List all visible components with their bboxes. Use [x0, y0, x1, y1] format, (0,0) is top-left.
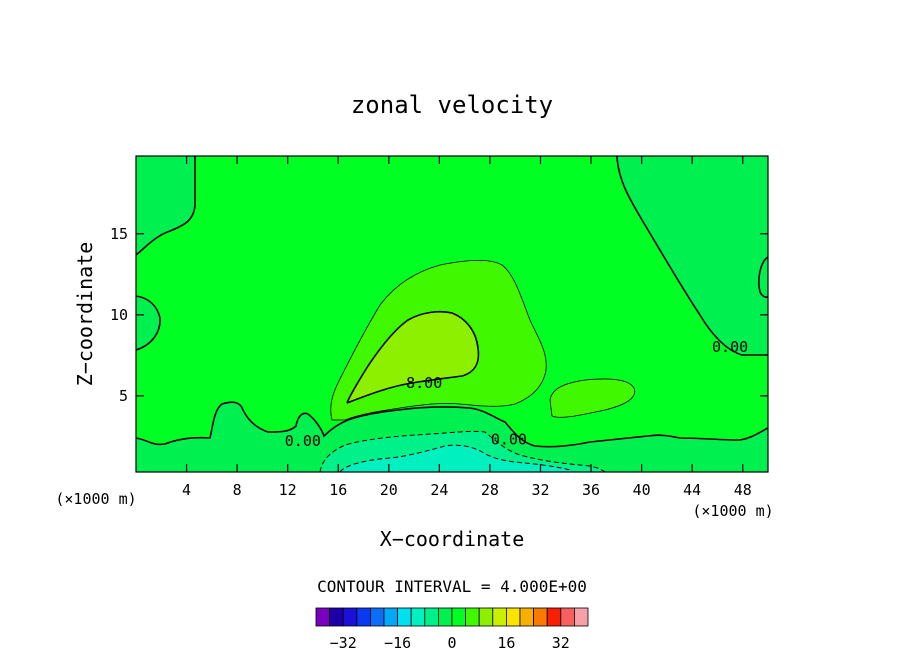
y-axis-label: Z−coordinate	[73, 242, 97, 387]
colorbar-swatch	[397, 607, 412, 627]
chart-title: zonal velocity	[351, 91, 553, 119]
x-axis-label: X−coordinate	[380, 527, 525, 551]
contour-zero-top-right	[616, 156, 768, 356]
positive-region-plus4-right	[550, 378, 635, 418]
x-tick-label: 28	[481, 481, 499, 499]
plot-area: 0.00 8.00 0.00 0.00	[136, 156, 768, 472]
x-tick-label: 44	[683, 481, 701, 499]
colorbar-swatch	[519, 607, 535, 627]
colorbar-swatch	[574, 607, 589, 627]
colorbar-swatch	[492, 607, 507, 627]
contour-label: 8.00	[406, 374, 442, 392]
colorbar-swatch	[424, 607, 439, 627]
contour-eight	[346, 310, 480, 404]
y-axis: 5 10 15	[110, 225, 768, 405]
x-tick-label: 8	[233, 481, 242, 499]
colorbar-tick-label: 32	[552, 634, 570, 652]
contour-minus-four	[319, 430, 606, 472]
x-unit-left: (×1000 m)	[55, 490, 136, 508]
contour-label: 0.00	[712, 338, 748, 356]
contour-four	[330, 260, 547, 421]
colorbar-swatch	[546, 607, 562, 627]
colorbar-swatch	[478, 607, 494, 627]
colorbar-tick-label: −16	[384, 634, 411, 652]
colorbar-swatch	[533, 607, 548, 627]
x-tick-label: 36	[582, 481, 600, 499]
x-tick-label: 20	[380, 481, 398, 499]
x-axis: 4 8 12 16 20 24 28 32 36 40 44 48	[182, 156, 752, 499]
y-tick-label: 15	[110, 225, 128, 243]
colorbar-swatch	[329, 607, 344, 627]
contour-zero-top-left	[136, 156, 196, 256]
negative-patch-bottom-left	[200, 462, 312, 472]
negative-region-right-edge	[758, 257, 768, 298]
x-tick-label: 40	[633, 481, 651, 499]
colorbar-swatch	[410, 607, 426, 627]
contour-zero-right-edge	[758, 256, 768, 298]
x-tick-label: 12	[279, 481, 297, 499]
negative-region-minus8	[340, 445, 572, 472]
colorbar-swatch	[356, 607, 371, 627]
colorbar-swatch	[437, 607, 453, 627]
colorbar	[315, 607, 589, 627]
x-tick-label: 16	[329, 481, 347, 499]
colorbar-swatch	[465, 607, 480, 627]
y-tick-label: 5	[119, 387, 128, 405]
positive-region-plus8	[347, 311, 479, 403]
colorbar-tick-labels: −32 −16 0 16 32	[330, 634, 570, 652]
colorbar-swatch	[505, 607, 521, 627]
contour-label: 0.00	[491, 431, 527, 449]
contour-zero-left-middle	[136, 295, 161, 351]
negative-region-top-left	[136, 156, 195, 255]
contour-label: 0.00	[285, 432, 321, 450]
colorbar-swatch	[342, 607, 358, 627]
plot-frame	[135, 155, 769, 473]
contour-labels: 0.00 8.00 0.00 0.00	[285, 338, 748, 450]
contour-minus-eight	[339, 444, 573, 472]
colorbar-swatch	[560, 607, 575, 627]
x-tick-label: 4	[182, 481, 191, 499]
colorbar-tick-label: 0	[447, 634, 456, 652]
colorbar-tick-label: −32	[330, 634, 357, 652]
colorbar-swatch	[369, 607, 385, 627]
x-unit-right: (×1000 m)	[692, 502, 773, 520]
colorbar-tick-label: 16	[497, 634, 515, 652]
colorbar-swatch	[451, 607, 467, 627]
negative-region-top-right	[617, 156, 768, 355]
x-tick-label: 32	[531, 481, 549, 499]
x-tick-label: 24	[430, 481, 448, 499]
contour-four-right	[549, 378, 636, 418]
colorbar-swatch	[315, 607, 331, 627]
x-tick-label: 48	[734, 481, 752, 499]
colorbar-swatch	[383, 607, 399, 627]
contour-interval-text: CONTOUR INTERVAL = 4.000E+00	[317, 577, 587, 596]
y-tick-label: 10	[110, 306, 128, 324]
contour-zero-bottom	[136, 401, 768, 448]
